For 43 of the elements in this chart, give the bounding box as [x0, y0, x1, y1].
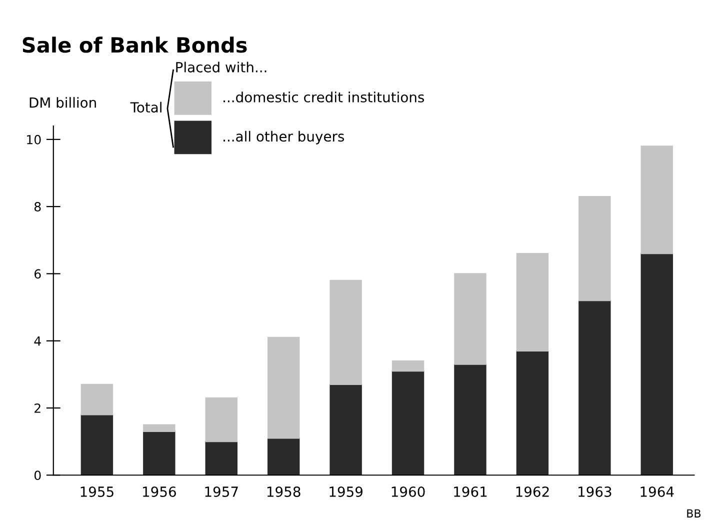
bar [267, 438, 300, 476]
x-tick-label: 1960 [392, 486, 425, 497]
y-tick-label: 0 [34, 470, 41, 480]
bar [392, 370, 424, 476]
legend-title: Placed with... [176, 62, 266, 72]
bar [267, 336, 300, 439]
bar [205, 441, 238, 476]
bar [392, 360, 424, 372]
chart-title: Sale of Bank Bonds [22, 36, 247, 53]
bar [80, 414, 114, 476]
x-tick-label: 1955 [80, 486, 114, 497]
bar [80, 384, 114, 416]
x-tick-label: 1958 [267, 486, 300, 497]
y-tick-label: 10 [27, 134, 41, 144]
x-tick-label: 1963 [578, 486, 612, 497]
x-tick-label: 1956 [143, 486, 176, 497]
y-tick-label: 6 [34, 269, 41, 279]
bar [578, 196, 611, 302]
text: Total [130, 102, 162, 113]
y-tick-label: 8 [34, 202, 41, 212]
bar [143, 430, 176, 476]
y-tick-label: 2 [34, 403, 40, 413]
bar [454, 364, 486, 476]
bar [516, 350, 549, 476]
bar [578, 300, 611, 476]
x-tick-label: 1964 [640, 486, 674, 497]
x-tick-label: 1962 [516, 486, 549, 497]
text: BB [687, 509, 701, 518]
bar [640, 146, 673, 254]
bar [143, 424, 176, 432]
bar [454, 273, 486, 365]
bar [330, 384, 362, 476]
x-tick-label: 1961 [454, 486, 487, 497]
bar [516, 253, 549, 352]
bar [330, 280, 362, 386]
x-tick-label: 1957 [205, 486, 238, 497]
bar [205, 397, 238, 442]
y-tick-label: 4 [34, 336, 41, 346]
bar [640, 253, 673, 476]
legend-label: ...all other buyers [224, 130, 344, 144]
y-axis-title: DM billion [30, 97, 96, 108]
legend-label: ...domestic credit institutions [224, 92, 424, 102]
x-tick-label: 1959 [330, 486, 362, 497]
